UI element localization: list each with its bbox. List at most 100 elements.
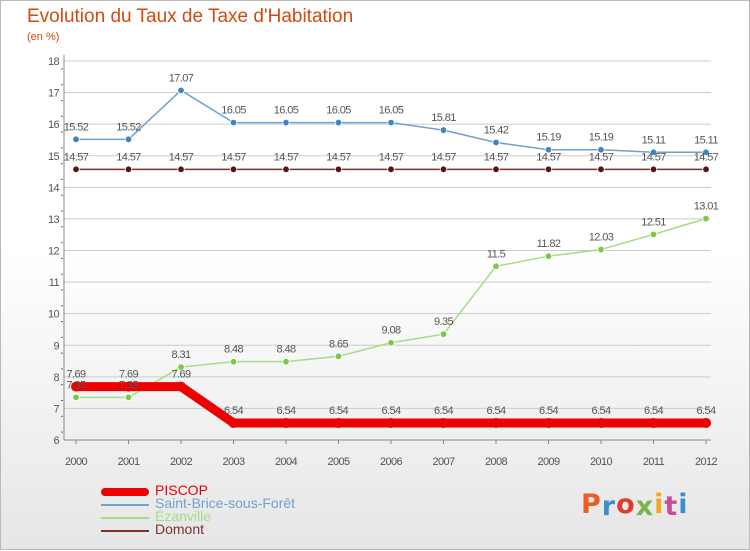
- legend-label: Domont: [155, 521, 205, 537]
- data-point: [492, 138, 500, 147]
- data-point-piscop: [228, 417, 239, 428]
- y-tick-label: 11: [49, 277, 60, 289]
- y-tick-label: 8: [53, 372, 59, 384]
- data-point: [439, 330, 448, 338]
- data-point-piscop: [71, 381, 81, 392]
- data-point: [229, 165, 238, 174]
- data-point: [544, 252, 553, 260]
- x-tick-label: 2002: [170, 456, 193, 468]
- data-point: [597, 146, 605, 154]
- logo-letter: x: [635, 491, 655, 522]
- data-point: [597, 245, 605, 254]
- proxiti-logo: Proxiti: [581, 489, 689, 522]
- x-tick-label: 2010: [590, 456, 613, 468]
- data-point: [597, 165, 605, 174]
- data-point-piscop: [596, 417, 606, 428]
- data-label: 7.35: [119, 379, 138, 391]
- y-tick-label: 12: [48, 246, 60, 258]
- legend-swatch: [101, 504, 149, 506]
- data-label: 16.05: [221, 105, 246, 117]
- data-label: 9.08: [381, 325, 400, 337]
- data-point: [229, 357, 238, 366]
- logo-letter: i: [654, 489, 665, 520]
- x-tick-label: 2011: [643, 456, 665, 468]
- data-label: 14.57: [64, 151, 89, 163]
- data-point: [124, 393, 133, 402]
- data-label: 17.07: [169, 72, 194, 84]
- data-label: 11.82: [537, 238, 561, 250]
- data-point: [387, 118, 395, 127]
- y-tick-label: 17: [48, 88, 60, 100]
- data-label: 15.81: [431, 112, 456, 124]
- x-tick-label: 2001: [117, 456, 140, 468]
- data-label: 6.54: [224, 405, 243, 417]
- data-label: 14.57: [169, 151, 194, 163]
- y-tick-label: 15: [48, 151, 60, 163]
- logo-letter: r: [601, 491, 617, 522]
- data-label: 6.54: [644, 405, 663, 417]
- data-label: 16.05: [326, 105, 351, 117]
- data-label: 8.65: [329, 338, 348, 350]
- data-label: 15.11: [642, 134, 666, 146]
- data-label: 12.51: [641, 216, 666, 228]
- data-point: [229, 118, 238, 127]
- legend-swatch: [101, 530, 149, 532]
- logo-letter: t: [664, 491, 679, 522]
- chart-subtitle: (en %): [27, 31, 60, 43]
- data-point: [177, 363, 185, 371]
- x-tick-label: 2012: [695, 456, 718, 468]
- x-tick-label: 2007: [432, 456, 455, 468]
- logo-letter: o: [616, 489, 636, 520]
- y-tick-label: 7: [53, 403, 59, 415]
- data-point-piscop: [386, 417, 396, 428]
- data-point: [439, 165, 448, 174]
- logo-letter: P: [581, 489, 602, 520]
- data-point: [177, 165, 185, 174]
- data-point-piscop: [701, 417, 711, 428]
- data-label: 14.57: [116, 151, 141, 163]
- legend-swatch: [101, 517, 149, 519]
- data-label: 7.69: [119, 369, 138, 381]
- data-point: [282, 165, 290, 174]
- y-tick-label: 16: [48, 119, 60, 131]
- data-label: 8.31: [171, 349, 190, 361]
- data-point: [282, 357, 290, 366]
- data-label: 6.54: [591, 405, 610, 417]
- data-label: 13.01: [694, 201, 719, 213]
- legend-swatch: [101, 488, 149, 496]
- data-label: 15.42: [484, 124, 509, 136]
- data-label: 7.35: [66, 379, 85, 391]
- data-point: [177, 86, 185, 95]
- data-label: 14.57: [589, 151, 614, 163]
- data-point: [439, 126, 448, 134]
- data-point: [282, 118, 290, 127]
- data-label: 15.52: [116, 121, 141, 133]
- data-point: [124, 165, 133, 174]
- y-tick-label: 6: [53, 435, 59, 447]
- chart-title: Evolution du Taux de Taxe d'Habitation: [27, 6, 354, 27]
- logo-letter: i: [678, 489, 689, 520]
- data-label: 15.52: [64, 121, 89, 133]
- data-label: 11.5: [487, 248, 506, 260]
- data-label: 14.57: [326, 151, 351, 163]
- data-point: [72, 393, 80, 402]
- data-label: 7.69: [66, 369, 85, 381]
- y-tick-label: 13: [48, 214, 60, 226]
- data-point: [492, 262, 500, 270]
- y-tick-label: 10: [48, 309, 60, 321]
- data-label: 14.57: [274, 151, 299, 163]
- data-point-piscop: [543, 417, 554, 428]
- data-label: 15.19: [589, 132, 614, 144]
- data-point: [387, 339, 395, 347]
- data-label: 12.03: [589, 232, 614, 244]
- data-label: 6.54: [276, 405, 295, 417]
- data-point: [334, 352, 343, 361]
- x-tick-label: 2003: [222, 456, 245, 468]
- data-label: 16.05: [379, 105, 404, 117]
- legend-label: Ézanville: [155, 508, 212, 524]
- data-label: 8.48: [224, 344, 243, 356]
- data-label: 14.57: [484, 151, 509, 163]
- data-label: 15.19: [536, 132, 561, 144]
- data-point: [702, 165, 710, 174]
